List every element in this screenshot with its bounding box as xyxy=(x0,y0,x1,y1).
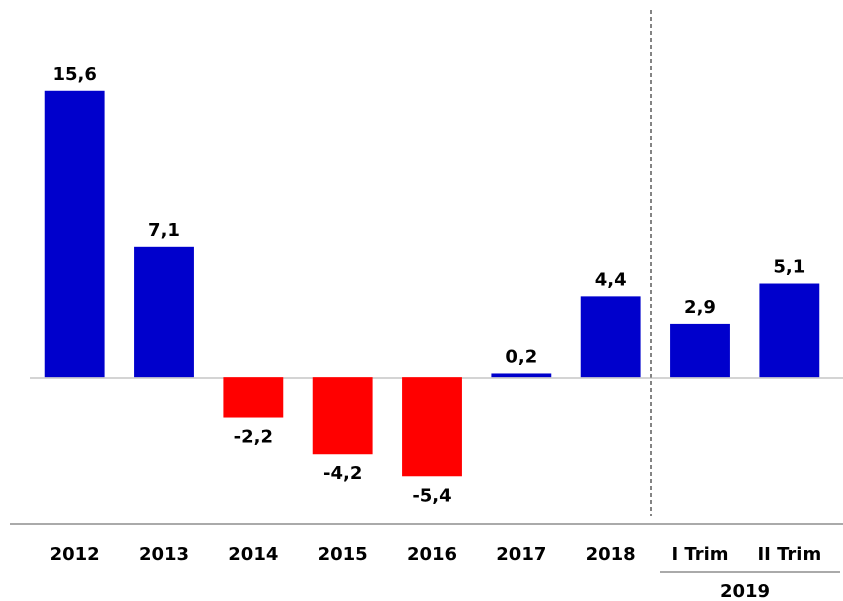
bar xyxy=(491,373,552,378)
bar xyxy=(134,246,194,378)
x-tick-label: 2014 xyxy=(228,544,278,565)
x-tick-label: II Trim xyxy=(757,544,821,565)
x-tick-label: 2018 xyxy=(586,544,636,565)
data-label: -5,4 xyxy=(412,485,451,506)
bar xyxy=(402,377,462,477)
bar xyxy=(223,377,284,418)
bar xyxy=(759,283,820,378)
x-tick-label: 2012 xyxy=(50,544,100,565)
x-tick-label: 2016 xyxy=(407,544,457,565)
x-tick-label: 2017 xyxy=(496,544,546,565)
bar xyxy=(312,377,373,455)
data-label: 2,9 xyxy=(684,297,716,318)
bar xyxy=(670,323,730,378)
data-label: 7,1 xyxy=(148,220,180,241)
x-tick-label: I Trim xyxy=(671,544,728,565)
x-tick-label: 2013 xyxy=(139,544,189,565)
group-label: 2019 xyxy=(720,581,770,601)
data-label: -4,2 xyxy=(323,463,362,484)
x-tick-label: 2015 xyxy=(318,544,368,565)
data-label: -2,2 xyxy=(234,427,273,448)
data-label: 15,6 xyxy=(52,64,96,85)
data-label: 0,2 xyxy=(505,346,537,367)
data-label: 5,1 xyxy=(773,257,805,278)
data-label: 4,4 xyxy=(595,269,627,290)
bar xyxy=(580,296,641,378)
bar xyxy=(44,90,105,378)
